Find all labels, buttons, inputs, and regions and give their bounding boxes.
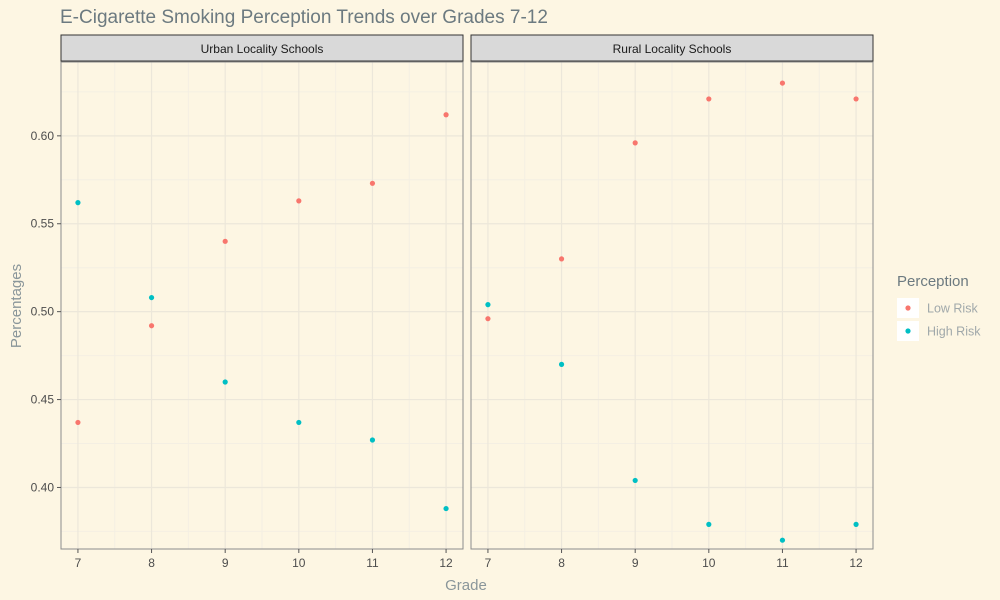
- legend-entry-low-risk: Low Risk: [897, 298, 978, 318]
- y-tick-label: 0.55: [31, 217, 55, 231]
- chart-title: E-Cigarette Smoking Perception Trends ov…: [60, 7, 548, 28]
- x-axis-title: Grade: [445, 577, 487, 594]
- data-point: [485, 316, 491, 322]
- data-point: [779, 80, 786, 86]
- x-tick-label: 11: [776, 556, 789, 570]
- x-tick-label: 10: [292, 556, 306, 570]
- y-tick-label: 0.60: [31, 129, 55, 143]
- data-point: [706, 521, 712, 527]
- data-point: [853, 96, 859, 102]
- x-tick-label: 12: [439, 556, 453, 570]
- panel-rural: Rural Locality Schools 7 8 9 10 11 12: [470, 34, 874, 570]
- data-point: [369, 180, 376, 186]
- x-tick-label: 12: [849, 556, 863, 570]
- x-tick-label: 9: [632, 556, 639, 570]
- legend-key-point: [905, 328, 911, 334]
- data-point: [443, 505, 449, 512]
- legend: Perception Low Risk High Risk: [897, 273, 981, 341]
- data-point: [148, 294, 155, 301]
- legend-label: Low Risk: [927, 302, 978, 316]
- data-point: [296, 419, 302, 426]
- x-tick-label: 11: [366, 556, 379, 570]
- facet-panels: Urban Locality Schools 7 8 9 10 11 12 0.40 0.45 0…: [31, 34, 874, 570]
- x-tick-label: 9: [222, 556, 229, 570]
- strip-label: Rural Locality Schools: [613, 42, 732, 56]
- data-point: [558, 256, 565, 262]
- panel-urban: Urban Locality Schools 7 8 9 10 11 12 0.40 0.45 0…: [31, 34, 464, 570]
- y-tick-label: 0.40: [31, 480, 55, 494]
- data-point: [779, 537, 786, 543]
- data-point: [632, 140, 638, 146]
- data-point: [853, 521, 859, 527]
- data-point: [369, 437, 376, 443]
- data-point: [222, 379, 228, 385]
- series-high-risk: [75, 200, 449, 512]
- data-point: [706, 96, 712, 102]
- strip-background: [60, 34, 464, 62]
- strip-background: [470, 34, 874, 62]
- series-low-risk: [485, 80, 859, 322]
- x-tick-label: 7: [75, 556, 82, 570]
- data-point: [75, 200, 81, 206]
- data-point: [75, 419, 81, 426]
- panel-border: [470, 61, 874, 550]
- strip-label: Urban Locality Schools: [201, 42, 324, 56]
- legend-entry-high-risk: High Risk: [897, 321, 981, 341]
- legend-title: Perception: [897, 273, 969, 290]
- legend-key-point: [905, 305, 911, 311]
- x-tick-label: 10: [702, 556, 716, 570]
- series-low-risk: [75, 112, 449, 426]
- y-tick-label: 0.50: [31, 305, 55, 319]
- legend-label: High Risk: [927, 325, 981, 339]
- data-point: [148, 323, 155, 329]
- legend-entries: Low Risk High Risk: [897, 298, 981, 341]
- panel-border: [60, 61, 464, 550]
- data-point: [485, 302, 491, 308]
- data-point: [632, 477, 638, 484]
- data-point: [558, 361, 565, 367]
- x-tick-label: 8: [558, 556, 565, 570]
- data-point: [222, 238, 228, 244]
- data-point: [296, 198, 302, 204]
- y-tick-label: 0.45: [31, 393, 55, 407]
- x-tick-label: 8: [148, 556, 155, 570]
- series-high-risk: [485, 302, 859, 543]
- x-tick-label: 7: [485, 556, 492, 570]
- data-point: [443, 112, 449, 118]
- y-axis-title: Percentages: [8, 264, 25, 348]
